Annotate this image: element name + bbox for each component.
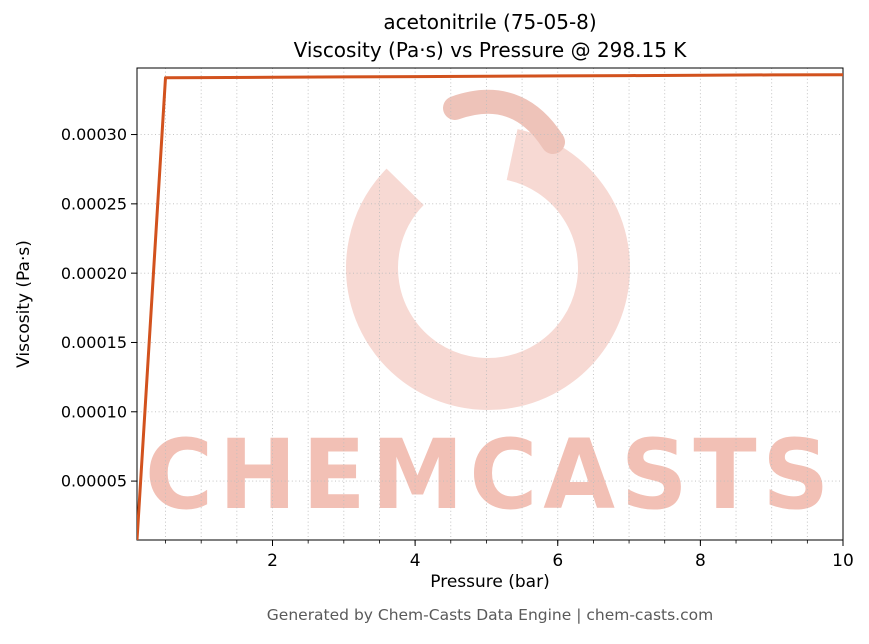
footer-caption: Generated by Chem-Casts Data Engine | ch… (266, 606, 714, 624)
y-axis-ticks: 0.00005 0.00010 0.00015 0.00020 0.00025 0.000… (61, 125, 137, 491)
x-axis-label: Pressure (bar) (430, 572, 550, 592)
watermark-ring-logo (346, 126, 630, 410)
y-tick-label: 0.00005 (61, 472, 127, 491)
x-tick-label: 6 (552, 551, 563, 571)
x-tick-label: 2 (267, 551, 278, 571)
axes-spines (136, 67, 844, 541)
y-tick-label: 0.00015 (61, 333, 127, 352)
x-axis-ticks: 2 4 6 8 10 (165, 540, 854, 571)
viscosity-line-series (137, 73, 843, 540)
x-tick-label: 10 (832, 551, 854, 571)
watermark: CHEMCASTS (145, 89, 835, 531)
y-tick-label: 0.00010 (61, 402, 127, 421)
y-tick-label: 0.00020 (61, 264, 127, 283)
watermark-ring-hook (443, 89, 565, 154)
x-tick-label: 4 (410, 551, 421, 571)
y-tick-label: 0.00030 (61, 125, 127, 144)
x-tick-label: 8 (695, 551, 706, 571)
watermark-text: CHEMCASTS (145, 419, 835, 531)
chart-title-line2: Viscosity (Pa·s) vs Pressure @ 298.15 K (293, 38, 687, 63)
chart-title-line1: acetonitrile (75-05-8) (383, 10, 597, 34)
chart-title: acetonitrile (75-05-8) Viscosity (Pa·s) … (137, 8, 843, 65)
y-tick-label: 0.00025 (61, 194, 127, 213)
